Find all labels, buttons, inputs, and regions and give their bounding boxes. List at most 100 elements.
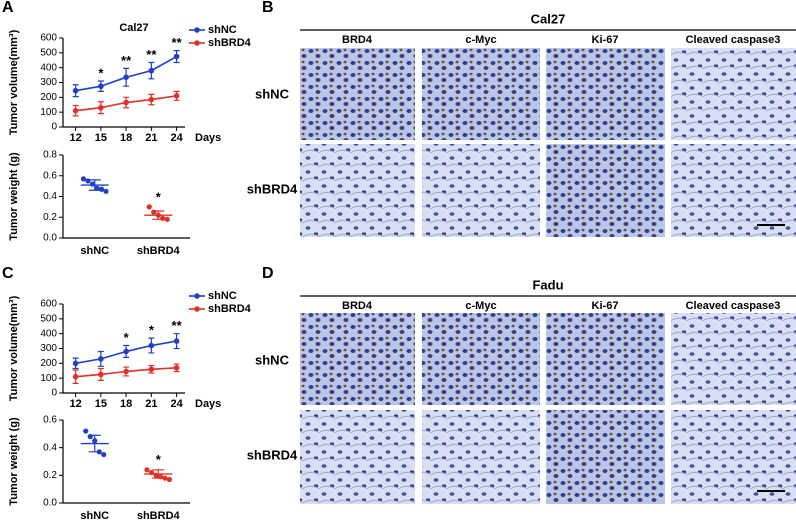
- legend-label: shBRD4: [208, 303, 252, 315]
- column-header: Cleaved caspase3: [686, 34, 781, 46]
- point: [148, 67, 155, 74]
- legend-label: shNC: [208, 24, 237, 36]
- y-tick-label: 100: [40, 373, 57, 384]
- x-tick-label: 12: [69, 132, 81, 144]
- significance: **: [172, 35, 183, 50]
- y-tick-label: 400: [40, 328, 57, 339]
- y-tick-label: 400: [40, 62, 57, 73]
- error-bar: [88, 434, 101, 453]
- panel-label: B: [262, 0, 274, 16]
- significance: *: [149, 323, 155, 338]
- point: [160, 215, 166, 221]
- point: [85, 178, 91, 184]
- y-tick-label: 0: [51, 122, 57, 133]
- significance: *: [156, 452, 162, 467]
- column-header: BRD4: [342, 34, 373, 46]
- y-tick-label: 0.4: [43, 191, 57, 202]
- significance: *: [98, 65, 104, 80]
- point: [98, 356, 104, 362]
- point: [164, 216, 170, 222]
- micrographs: [300, 48, 796, 504]
- point: [173, 93, 180, 99]
- x-tick-label: shNC: [80, 510, 109, 522]
- point: [123, 348, 129, 355]
- error-bar: [152, 469, 165, 479]
- y-tick-label: 200: [40, 92, 57, 103]
- point: [80, 176, 87, 182]
- panel-label: A: [2, 0, 14, 16]
- row-label: shBRD4: [247, 181, 298, 196]
- point: [72, 87, 79, 94]
- legend-label: shBRD4: [208, 37, 252, 49]
- legend-marker: [194, 306, 200, 312]
- legend-marker: [194, 40, 200, 46]
- legend-label: shNC: [208, 290, 237, 302]
- point: [123, 99, 129, 106]
- y-tick-label: 100: [40, 107, 57, 118]
- point: [148, 96, 155, 103]
- x-tick-label: 24: [170, 132, 183, 144]
- point: [98, 186, 105, 192]
- panel-title: Cal27: [531, 11, 566, 26]
- point: [72, 360, 79, 367]
- point: [173, 364, 180, 371]
- y-axis-label: Tumor volume(mm³): [8, 295, 20, 401]
- point: [98, 104, 104, 111]
- x-tick-label: 24: [170, 398, 183, 410]
- point: [144, 467, 150, 473]
- x-axis-label: Days: [195, 398, 221, 410]
- point: [98, 371, 104, 378]
- y-tick-label: 0.2: [43, 212, 57, 223]
- error-bar: [88, 179, 101, 191]
- y-tick-label: 300: [40, 77, 57, 88]
- x-tick-label: shBRD4: [137, 510, 181, 522]
- x-tick-label: 18: [120, 398, 132, 410]
- y-tick-label: 600: [40, 33, 57, 44]
- column-header: BRD4: [342, 300, 373, 312]
- column-header: Cleaved caspase3: [686, 300, 781, 312]
- point: [148, 342, 155, 349]
- row-label: shBRD4: [247, 447, 298, 462]
- significance: *: [156, 189, 162, 204]
- y-tick-label: 0.6: [43, 170, 57, 181]
- point: [72, 373, 79, 380]
- point: [103, 188, 109, 194]
- point: [173, 338, 180, 344]
- y-tick-label: 600: [40, 299, 57, 310]
- column-header: Ki-67: [592, 34, 619, 46]
- column-header: c-Myc: [465, 300, 496, 312]
- y-tick-label: 500: [40, 47, 57, 58]
- significance: *: [124, 330, 130, 345]
- y-tick-label: 0.8: [43, 150, 57, 161]
- y-tick-label: 500: [40, 313, 57, 324]
- y-tick-label: 0.0: [43, 498, 57, 509]
- point: [162, 475, 168, 481]
- significance: **: [121, 53, 132, 68]
- x-tick-label: 15: [95, 132, 107, 144]
- chart-title: Cal27: [119, 22, 148, 34]
- y-axis-label: Tumor weight (g): [8, 417, 20, 506]
- legend-marker: [194, 27, 200, 33]
- y-tick-label: 200: [40, 358, 57, 369]
- row-label: shNC: [255, 352, 290, 367]
- point: [83, 428, 89, 434]
- x-tick-label: 12: [69, 398, 81, 410]
- y-tick-label: 300: [40, 343, 57, 354]
- point: [146, 204, 152, 210]
- y-tick-label: 0.2: [43, 470, 57, 481]
- point: [151, 209, 157, 215]
- x-axis-label: Days: [195, 132, 221, 144]
- x-tick-label: 21: [145, 398, 157, 410]
- point: [123, 74, 129, 81]
- point: [123, 368, 129, 375]
- row-label: shNC: [255, 86, 290, 101]
- x-tick-label: 21: [145, 132, 157, 144]
- y-tick-label: 0.0: [43, 233, 57, 244]
- y-axis-label: Tumor weight (g): [8, 152, 20, 241]
- panel-title: Fadu: [532, 277, 563, 292]
- x-tick-label: shBRD4: [137, 245, 181, 257]
- x-tick-label: 15: [95, 398, 107, 410]
- point: [98, 83, 104, 90]
- point: [148, 366, 155, 373]
